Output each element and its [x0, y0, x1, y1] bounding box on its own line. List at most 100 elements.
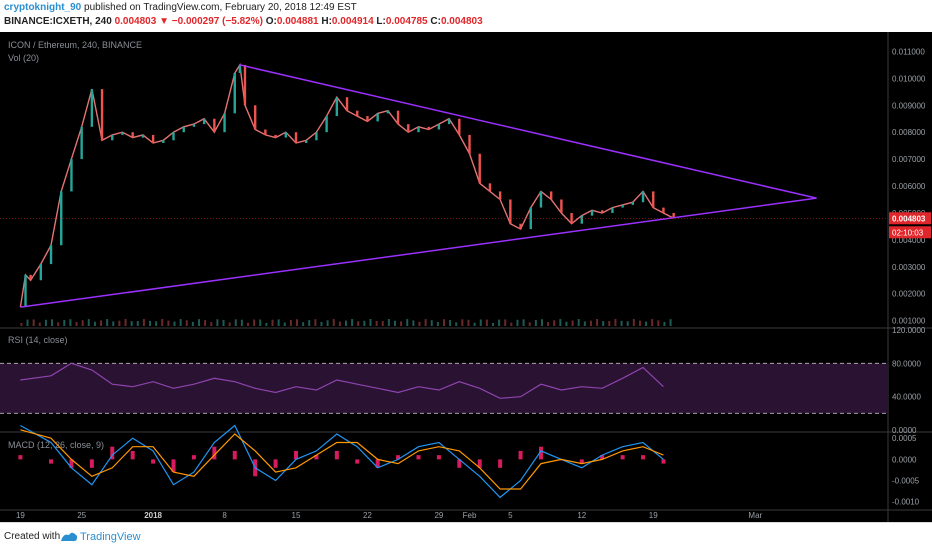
volume-bar — [467, 319, 470, 326]
volume-bar — [93, 321, 96, 326]
upper-trendline — [239, 64, 817, 199]
macd-tick-label: -0.0010 — [892, 498, 920, 507]
chart-canvas[interactable]: 0.011000 0.010000 0.009000 0.008000 0.007000… — [0, 32, 932, 522]
price-tick-label: 0.007000 — [892, 155, 926, 164]
price-candle — [131, 132, 134, 138]
macd-histogram-bar — [314, 455, 319, 460]
macd-histogram-bar — [641, 455, 646, 460]
volume-bar — [669, 319, 672, 326]
volume-bar — [412, 320, 415, 326]
price-candle — [49, 245, 53, 265]
price-tick-label: 0.006000 — [892, 182, 926, 191]
price-candle — [192, 124, 196, 127]
volume-bar — [651, 319, 654, 326]
macd-tick-label: 0.0000 — [892, 455, 917, 464]
price-candle — [100, 89, 104, 141]
macd-histogram-bar — [151, 459, 156, 464]
tradingview-brand[interactable]: TradingView — [80, 531, 141, 543]
volume-bar — [326, 320, 329, 326]
open-value: 0.004881 — [276, 16, 319, 27]
volume-bar — [663, 321, 666, 326]
volume-bar — [271, 319, 274, 326]
volume-bar — [100, 320, 103, 326]
volume-bar — [504, 319, 507, 326]
volume-bar — [75, 322, 78, 326]
publish-line: cryptoknight_90 published on TradingView… — [4, 2, 357, 13]
macd-histogram-bar — [110, 446, 115, 460]
price-candle — [60, 191, 63, 246]
price-candle — [570, 212, 573, 224]
macd-histogram-bar — [375, 459, 380, 468]
created-with-label: Created with — [4, 531, 61, 542]
rsi-line — [20, 362, 664, 399]
volume-bar — [522, 319, 525, 326]
price-candle — [264, 129, 267, 135]
price-candle — [238, 64, 242, 73]
author-link[interactable]: cryptoknight_90 — [4, 2, 82, 13]
price-candle — [662, 207, 665, 213]
macd-histogram-bar — [89, 459, 94, 468]
price-candle — [90, 89, 94, 127]
price-candle — [366, 116, 369, 122]
price-tick-label: 0.003000 — [892, 263, 926, 272]
chart-area[interactable] — [0, 32, 932, 522]
volume-bar — [344, 320, 347, 326]
price-change: −0.000297 (−5.82%) — [171, 16, 263, 27]
volume-bar — [283, 322, 286, 326]
macd-histogram-bar — [600, 455, 605, 460]
price-candle — [549, 191, 553, 200]
price-badge-bg — [889, 212, 931, 225]
volume-bar — [106, 319, 109, 326]
tradingview-logo-icon — [61, 532, 78, 542]
time-tick-label: 5 — [508, 511, 513, 520]
volume-bar — [406, 319, 409, 326]
volume-bar — [387, 319, 390, 326]
volume-bar — [455, 322, 458, 326]
volume-bar — [136, 320, 139, 326]
volume-bar — [253, 319, 256, 326]
volume-bar — [608, 320, 611, 326]
price-tick-label: 0.004000 — [892, 236, 926, 245]
lower-trendline — [20, 197, 817, 308]
price-candle — [498, 191, 502, 200]
time-tick-label: 19 — [16, 511, 25, 520]
ohlc-line: BINANCE:ICXETH, 240 0.004803 ▼ −0.000297… — [4, 16, 483, 27]
volume-label: Vol (20) — [8, 53, 39, 63]
price-candle — [213, 118, 216, 133]
time-tick-label: 12 — [577, 511, 586, 520]
price-candle — [274, 134, 277, 138]
macd-histogram-bar — [457, 459, 462, 468]
volume-bar — [81, 320, 84, 326]
volume-bar — [265, 322, 268, 326]
price-candle — [172, 132, 175, 141]
volume-bar — [559, 319, 562, 326]
volume-bar — [602, 321, 605, 326]
price-candle — [611, 207, 614, 213]
volume-bar — [400, 321, 403, 326]
volume-bar — [167, 320, 170, 326]
high-value: 0.004914 — [331, 16, 374, 27]
price-candle — [202, 118, 206, 125]
price-candle — [417, 126, 420, 133]
price-tick-label: 0.009000 — [892, 101, 926, 110]
volume-bar — [626, 321, 629, 326]
volume-bar — [289, 319, 292, 326]
price-candle — [386, 110, 390, 114]
volume-bar — [620, 320, 623, 326]
price-candle — [243, 64, 247, 106]
volume-bar — [222, 319, 225, 326]
price-candle — [641, 191, 645, 203]
price-candle — [509, 199, 512, 224]
volume-bar — [210, 322, 213, 326]
low-label: L: — [376, 16, 386, 27]
price-candle — [284, 132, 287, 138]
volume-bar — [44, 319, 47, 326]
price-candle — [529, 207, 532, 230]
volume-bar — [185, 320, 188, 326]
volume-bar — [393, 320, 396, 326]
price-candle — [182, 126, 185, 133]
main-pane-title: ICON / Ethereum, 240, BINANCE — [8, 40, 142, 50]
macd-histogram-bar — [232, 450, 237, 460]
price-candle — [621, 204, 624, 208]
price-series-line — [19, 62, 675, 308]
